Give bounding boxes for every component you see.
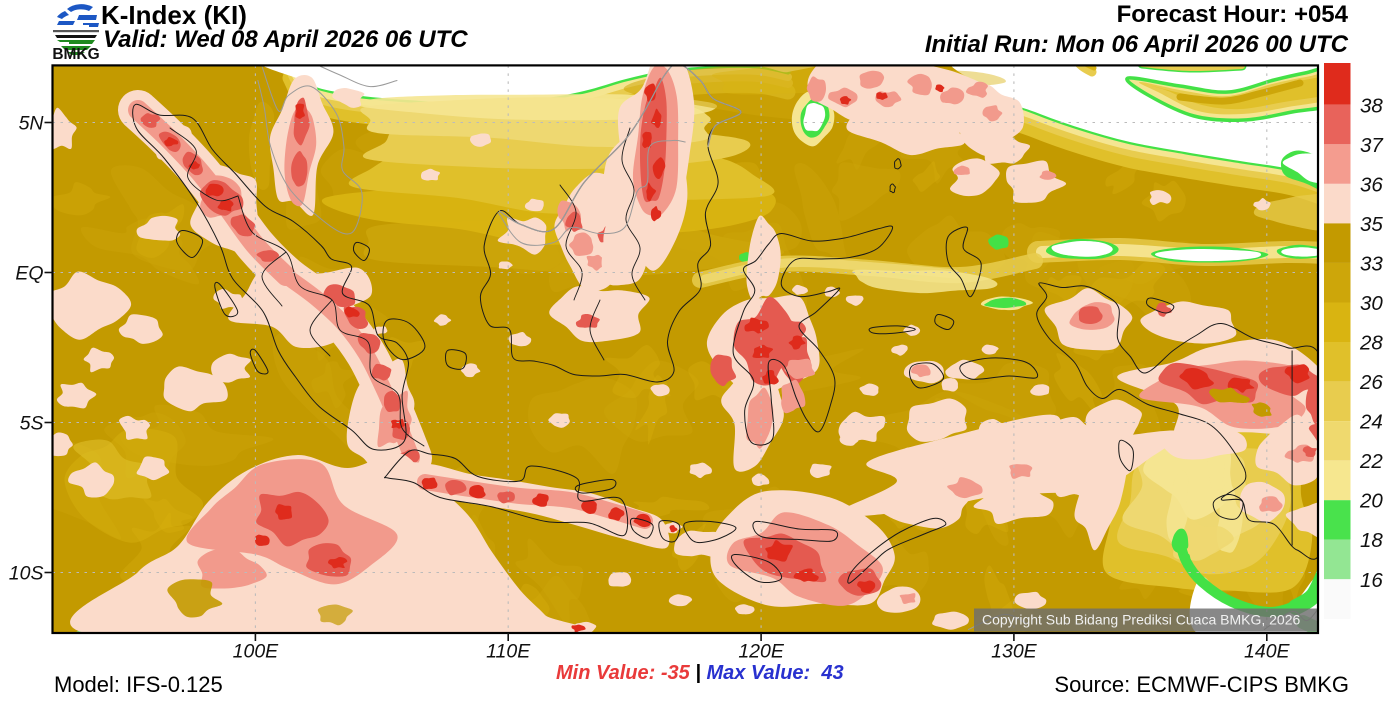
svg-text:22: 22 (1359, 450, 1383, 473)
svg-text:36: 36 (1360, 173, 1383, 196)
svg-text:16: 16 (1360, 569, 1383, 592)
svg-text:BMKG: BMKG (52, 46, 99, 63)
svg-text:10S: 10S (9, 563, 44, 585)
svg-text:100E: 100E (233, 641, 280, 663)
svg-text:130E: 130E (991, 641, 1038, 663)
svg-text:110E: 110E (486, 641, 531, 663)
svg-text:5N: 5N (19, 113, 45, 135)
svg-text:35: 35 (1360, 213, 1383, 236)
svg-text:33: 33 (1360, 253, 1383, 276)
svg-text:38: 38 (1360, 94, 1383, 117)
svg-text:30: 30 (1360, 292, 1383, 315)
svg-text:20: 20 (1359, 490, 1383, 513)
svg-text:5S: 5S (20, 413, 44, 435)
svg-text:EQ: EQ (15, 263, 43, 285)
svg-text:Copyright Sub Bidang Prediksi: Copyright Sub Bidang Prediksi Cuaca BMKG… (982, 612, 1300, 628)
svg-text:24: 24 (1359, 411, 1383, 434)
svg-text:120E: 120E (738, 641, 785, 663)
svg-text:28: 28 (1359, 332, 1383, 355)
svg-text:140E: 140E (1244, 641, 1291, 663)
svg-text:26: 26 (1359, 371, 1383, 394)
svg-text:18: 18 (1360, 529, 1383, 552)
svg-text:37: 37 (1360, 134, 1384, 157)
